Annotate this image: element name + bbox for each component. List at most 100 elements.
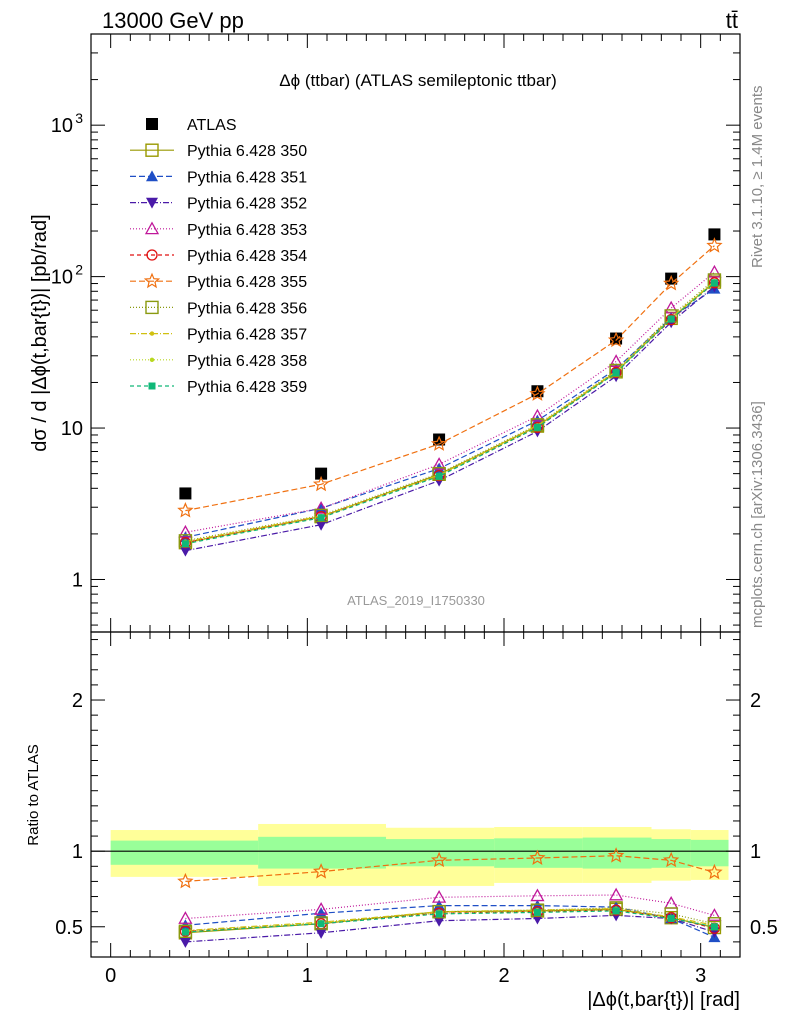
- ratio-line: [185, 855, 715, 882]
- legend-label: Pythia 6.428 353: [187, 222, 307, 239]
- ratio-point: [433, 915, 446, 927]
- data-point: [710, 279, 718, 287]
- legend-marker: [143, 272, 161, 289]
- legend-marker: [146, 118, 158, 130]
- ratio-panel: Ratio to ATLAS |Δϕ(t,bar{t})| [rad] 0 1 2 3…: [25, 631, 778, 1011]
- x-tick-label: 0: [105, 965, 116, 987]
- data-point: [315, 519, 328, 531]
- legend-item: Pythia 6.428 354: [130, 248, 307, 265]
- legend-marker: [146, 249, 158, 261]
- x-tick-label: 3: [695, 965, 706, 987]
- y-tick-label-right: 1: [750, 841, 761, 863]
- ratio-point: [313, 902, 329, 915]
- legend-marker: [145, 143, 159, 157]
- watermark: ATLAS_2019_I1750330: [347, 593, 485, 608]
- ratio-point: [530, 888, 545, 902]
- ratio-point: [707, 908, 722, 921]
- ratio-point: [435, 910, 443, 918]
- process-label: tt̄: [726, 8, 738, 33]
- data-point: [609, 363, 623, 378]
- legend-marker: [149, 331, 155, 336]
- legend-label: Pythia 6.428 352: [187, 196, 307, 213]
- legend-label: Pythia 6.428 356: [187, 300, 307, 317]
- legend-marker: [146, 170, 158, 182]
- ratio-point: [177, 872, 194, 889]
- data-point: [610, 366, 622, 379]
- legend-label: ATLAS: [187, 117, 237, 134]
- data-point: [533, 423, 541, 431]
- legend-item: Pythia 6.428 357: [130, 327, 307, 344]
- legend-marker: [146, 197, 158, 209]
- data-point: [667, 315, 675, 323]
- legend-label: Pythia 6.428 355: [187, 274, 307, 291]
- ratio-point: [312, 863, 330, 879]
- ratio-point: [529, 849, 546, 865]
- y-tick-label: 10: [61, 418, 83, 440]
- data-point: [181, 540, 189, 548]
- uncertainty-band-inner: [690, 839, 729, 867]
- ratio-series-9: [181, 907, 718, 936]
- ratio-point: [662, 851, 680, 868]
- legend-item: Pythia 6.428 358: [130, 353, 307, 370]
- ratio-point: [430, 851, 448, 868]
- ratio-ticks: 0 1 2 3 0.5 0.5 1 1 2 2: [55, 632, 778, 987]
- series-6: [177, 237, 723, 518]
- ratio-y-axis-label: Ratio to ATLAS: [25, 744, 42, 845]
- uncertainty-band-inner: [386, 839, 495, 867]
- ratio-point: [315, 907, 328, 918]
- y-tick-label-exponent: 3: [75, 110, 83, 126]
- data-point: [708, 228, 721, 241]
- beam-label: 13000 GeV pp: [102, 8, 244, 33]
- legend-marker: [148, 382, 156, 390]
- main-panel: Δϕ (ttbar) (ATLAS semileptonic ttbar) dσ…: [29, 33, 741, 633]
- data-point: [430, 435, 448, 451]
- ratio-point: [710, 923, 718, 931]
- ratio-frame: [90, 631, 741, 958]
- ratio-point: [181, 928, 189, 936]
- x-axis-label: |Δϕ(t,bar{t})| [rad]: [587, 989, 740, 1011]
- main-title: Δϕ (ttbar) (ATLAS semileptonic ttbar): [279, 71, 557, 90]
- legend-marker: [149, 357, 155, 362]
- legend-label: Pythia 6.428 351: [187, 169, 307, 186]
- uncertainty-band-inner: [110, 840, 259, 865]
- data-point: [612, 369, 620, 377]
- ratio-point: [667, 914, 675, 922]
- data-point: [530, 408, 545, 422]
- series-line: [185, 245, 715, 512]
- legend-item: Pythia 6.428 356: [130, 300, 307, 317]
- ratio-point: [178, 911, 193, 924]
- legend-item: Pythia 6.428 351: [130, 169, 307, 186]
- data-point: [179, 487, 192, 500]
- ratio-plot-area: [91, 823, 740, 948]
- legend-item: Pythia 6.428 355: [130, 272, 307, 291]
- y-tick-label: 1: [72, 569, 83, 591]
- data-point: [177, 502, 194, 518]
- data-point: [665, 313, 677, 326]
- data-point: [315, 467, 328, 480]
- data-point: [317, 514, 325, 522]
- x-tick-label: 2: [498, 965, 509, 987]
- data-point: [706, 237, 723, 253]
- rivet-label: Rivet 3.1.10, ≥ 1.4M events: [749, 86, 766, 269]
- x-tick-label: 1: [302, 965, 313, 987]
- ratio-point: [608, 887, 624, 901]
- data-point: [435, 472, 443, 480]
- legend-label: Pythia 6.428 350: [187, 143, 307, 160]
- data-point: [608, 354, 624, 367]
- legend-item: Pythia 6.428 353: [130, 221, 307, 239]
- main-plot-area: [177, 228, 723, 557]
- data-point: [433, 469, 445, 482]
- ratio-point: [315, 928, 328, 939]
- y-tick-label: 10: [51, 267, 73, 289]
- legend-item: Pythia 6.428 350: [130, 143, 307, 160]
- y-tick-label: 10: [51, 115, 73, 137]
- y-tick-label: 1: [72, 841, 83, 863]
- ratio-point: [432, 904, 446, 919]
- ratio-point: [607, 847, 625, 863]
- legend-label: Pythia 6.428 358: [187, 353, 307, 370]
- legend-label: Pythia 6.428 357: [187, 327, 307, 344]
- data-point: [179, 545, 192, 557]
- legend-label: Pythia 6.428 359: [187, 379, 307, 396]
